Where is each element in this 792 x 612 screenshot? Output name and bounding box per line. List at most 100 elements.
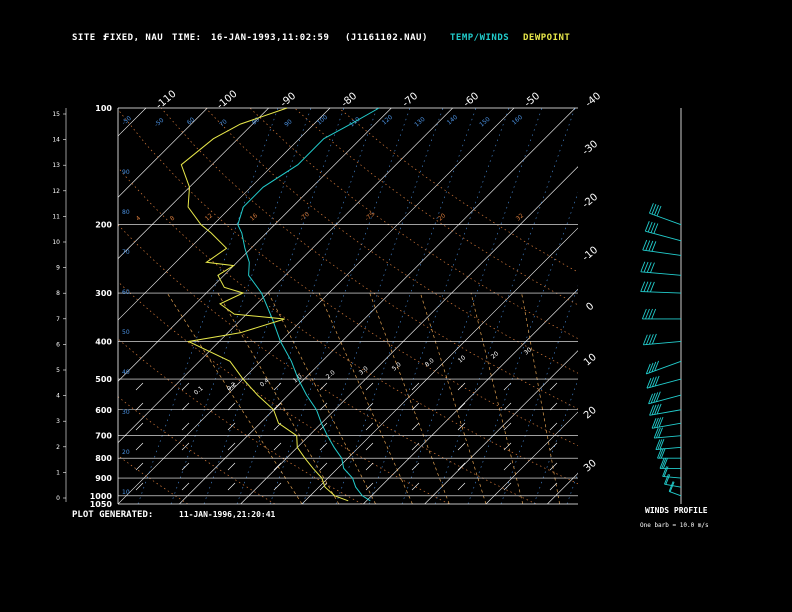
isotherm-line [118,108,147,137]
moist-adiabat-line [470,292,524,504]
grid-dash-mark [135,442,144,451]
wind-barb-shaft [640,291,682,294]
mixing-ratio-line [203,108,345,504]
adiabat-label: 120 [381,114,394,127]
grid-dash-mark [273,482,282,491]
wind-barb-flag [643,281,649,292]
mixing-ratio-label: 3.0 [358,365,370,377]
adiabat-label: 70 [218,118,228,128]
isotherm-line [118,108,331,321]
wind-barb-flag [656,403,662,415]
dry-adiabat-line [0,108,101,504]
moist-adiabat-label: 4 [135,215,143,223]
mixing-ratio-label: 2.0 [325,369,337,381]
top-temp-tick-label: -90 [279,91,299,110]
grid-dash-mark [273,442,282,451]
grid-dash-mark [227,382,236,391]
grid-dash-mark [365,422,374,431]
mixing-ratio-line [137,108,279,504]
grid-dash-mark [227,442,236,451]
wind-barb-flag [649,377,655,388]
grid-dash-mark [411,402,420,411]
left-mixing-label: 80 [122,209,130,216]
isotherm-line [118,108,515,504]
adiabat-label: 80 [251,116,261,126]
mixing-ratio-line [335,108,477,504]
wind-barb-flag [659,458,665,469]
wind-barb-flag [651,404,657,416]
isotherm-line [240,166,578,504]
wind-barb-flag [648,334,654,345]
pressure-tick-label: 800 [95,454,112,463]
grid-dash-mark [411,422,420,431]
time-value: 16-JAN-1993,11:02:59 [211,33,330,43]
moist-adiabat-line [217,292,340,504]
wind-barb-flag [658,416,664,428]
grid-dash-mark [503,382,512,391]
winds-barb-note: One barb = 10.0 m/s [640,522,709,529]
moist-adiabat-line [369,292,450,504]
wind-barb-flag [656,417,662,428]
grid-dash-mark [549,402,558,411]
moist-adiabat-label: 12 [204,212,214,222]
isotherm-line [118,108,269,260]
site-label: SITE : [72,33,108,43]
pressure-tick-label: 600 [95,406,112,415]
file-id: (J1161102.NAU) [345,33,428,43]
isotherm-line [118,108,208,198]
mixing-ratio-label: 0.1 [193,385,205,397]
grid-dash-mark [365,462,374,471]
wind-barb-flag [646,262,652,273]
grid-dash-mark [227,422,236,431]
wind-barb-flag [651,203,657,215]
top-temp-tick-label: -80 [340,91,360,110]
dry-adiabat-line [160,108,578,410]
adiabat-label: -50 [121,115,133,127]
right-temp-tick-label: -10 [581,245,601,264]
km-tick-label: 1 [56,469,60,476]
wind-barb-flag [649,281,655,293]
wind-barb-flag [651,241,657,252]
grid-dash-mark [503,462,512,471]
mixing-ratio-label: 5.0 [391,361,403,373]
km-tick-label: 6 [56,341,60,348]
grid-dash-mark [135,402,144,411]
right-temp-tick-label: 10 [582,352,599,369]
top-temp-tick-label: -60 [462,91,482,110]
wind-barb-flag [655,439,661,450]
wind-barb-flag [646,281,652,293]
dewpoint-profile-line [180,107,349,502]
grid-dash-mark [503,482,512,491]
moist-adiabat-line [318,292,413,504]
wind-barb-flag [657,448,662,459]
wind-barb-shaft [669,491,682,497]
moist-adiabat-label: 32 [515,212,525,222]
plot-generated-label: PLOT GENERATED: [72,510,154,520]
grid-dash-mark [227,482,236,491]
km-tick-label: 5 [56,367,60,374]
wind-barb-shaft [654,435,682,439]
grid-dash-mark [457,462,466,471]
km-tick-label: 12 [52,188,60,195]
temperature-profile-line [237,107,380,502]
grid-dash-mark [319,402,328,411]
pressure-tick-label: 900 [95,474,112,483]
grid-dash-mark [411,462,420,471]
wind-barb-flag [649,405,654,416]
moist-adiabat-line [521,292,560,504]
top-temp-tick-label: -50 [523,91,543,110]
wind-barb-flag [645,363,651,375]
wind-barb-flag [658,448,664,459]
wind-barb-flag [664,474,669,485]
dry-adiabat-line [118,109,578,447]
isotherm-line [363,288,578,504]
adiabat-label: 60 [186,116,196,126]
wind-barb-shaft [649,409,682,416]
wind-barb-flag [648,308,653,320]
km-tick-label: 15 [52,111,60,118]
wind-barb-shaft [664,483,682,488]
adiabat-label: 90 [283,118,293,128]
pressure-tick-label: 200 [95,221,112,230]
wind-barb-flag [643,261,649,273]
wind-barb-shaft [642,249,682,256]
